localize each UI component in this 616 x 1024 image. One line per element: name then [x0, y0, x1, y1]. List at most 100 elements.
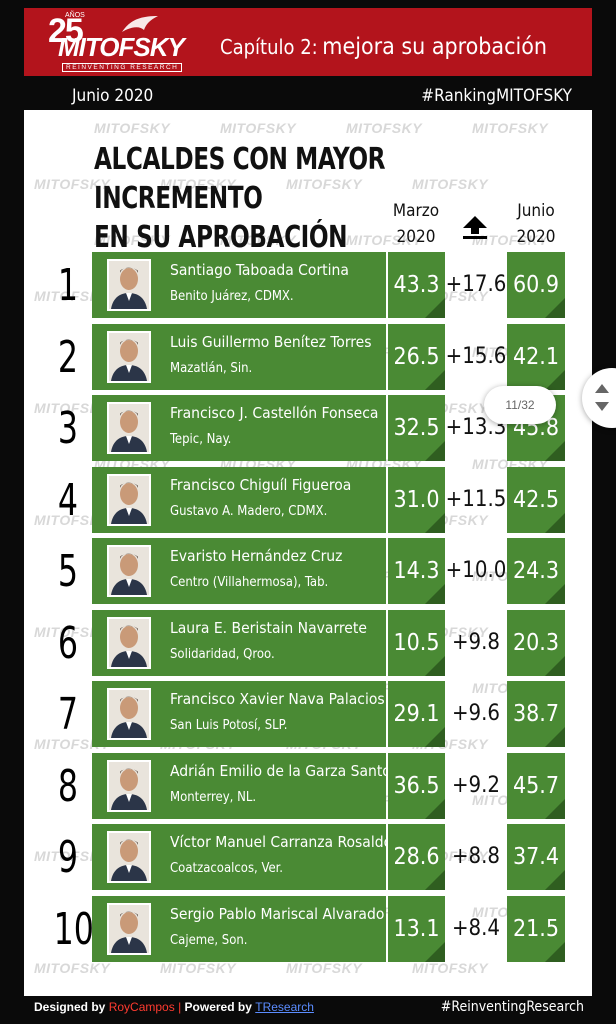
corner-fold [545, 369, 565, 390]
marzo-value: 29.1 [393, 701, 440, 727]
marzo-value: 13.1 [393, 915, 440, 942]
table-row: 1 Santiago Taboada Cortina Benito Juárez, … [24, 252, 592, 318]
watermark: MITOFSKY [94, 120, 171, 136]
person-icon [109, 618, 149, 667]
corner-fold [425, 727, 445, 747]
junio-value-cell: 38.7 [507, 681, 565, 747]
name-cell: Sergio Pablo Mariscal Alvarado Cajeme, So… [92, 895, 386, 962]
junio-value-cell: 20.3 [507, 609, 565, 676]
rank-number: 3 [57, 403, 79, 454]
change-value: +9.8 [451, 629, 501, 655]
municipality: Mazatlán, Sin. [170, 360, 253, 376]
ranking-panel: MITOFSKY MITOFSKY MITOFSKY MITOFSKY MITOFSKY… [24, 110, 592, 996]
person-icon [109, 261, 149, 309]
official-name: Francisco J. Castellón Fonseca [170, 404, 379, 422]
rank-number: 6 [57, 617, 79, 669]
name-cell: Francisco Chiguíl Figueroa Gustavo A. Mad… [92, 466, 386, 533]
watermark: MITOFSKY [220, 120, 297, 136]
table-row: 2 Luis Guillermo Benítez Torres Mazatlán, … [24, 323, 592, 390]
rank-number: 1 [57, 260, 79, 311]
designer-name: RoyCampos [108, 1000, 175, 1014]
table-row: 3 Francisco J. Castellón Fonseca Tepic, Na… [24, 395, 592, 461]
change-value: +10.0 [445, 558, 507, 583]
designed-by-label: Designed by [34, 1000, 106, 1014]
scroll-down-icon[interactable] [595, 402, 609, 411]
person-icon [109, 547, 149, 595]
marzo-value-cell: 10.5 [388, 609, 445, 676]
corner-fold [425, 655, 445, 676]
municipality: Benito Juárez, CDMX. [170, 289, 294, 304]
change-value: +8.4 [451, 915, 501, 941]
portrait-photo [107, 330, 151, 383]
watermark: MITOFSKY [34, 176, 111, 192]
watermark: MITOFSKY [34, 736, 111, 752]
municipality: Solidaridad, Qroo. [170, 646, 275, 662]
person-icon [109, 690, 149, 738]
corner-fold [425, 798, 445, 819]
junio-value: 42.5 [512, 486, 560, 513]
change-value: +11.5 [445, 486, 507, 512]
change-value: +17.6 [445, 272, 507, 297]
junio-value-cell: 45.7 [507, 752, 565, 819]
powered-by-link[interactable]: TResearch [255, 1000, 314, 1014]
junio-value: 45.7 [512, 772, 560, 799]
corner-fold [545, 727, 565, 747]
watermark: MITOFSKY [34, 848, 111, 864]
chapter-title: mejora su aprobación [322, 34, 548, 60]
portrait-photo [107, 473, 151, 526]
logo-name: MITOFSKY [58, 32, 185, 62]
logo-tagline: REINVENTING RESEARCH [62, 63, 183, 72]
person-icon [109, 904, 149, 953]
chapter-label: Capítulo 2: [220, 35, 318, 59]
junio-value: 37.4 [512, 844, 560, 870]
table-row: 4 Francisco Chiguíl Figueroa Gustavo A. Ma… [24, 466, 592, 533]
junio-value-cell: 42.1 [507, 323, 565, 390]
page-indicator: 11/32 [484, 386, 556, 424]
table-row: 6 Laura E. Beristain Navarrete Solidaridad… [24, 609, 592, 676]
municipality: Tepic, Nay. [170, 432, 232, 447]
rank-number: 2 [57, 331, 79, 383]
person-icon [109, 833, 149, 881]
junio-value: 24.3 [512, 558, 560, 584]
logo-anos: AÑOS [65, 12, 85, 19]
portrait-photo [107, 759, 151, 812]
marzo-value-cell: 31.0 [388, 466, 445, 533]
scroll-up-icon[interactable] [595, 384, 609, 393]
watermark: MITOFSKY [160, 960, 237, 976]
rank-number: 8 [57, 760, 79, 812]
rank-number: 10 [53, 903, 94, 955]
watermark: MITOFSKY [220, 232, 297, 248]
municipality: Coatzacoalcos, Ver. [170, 861, 283, 876]
marzo-value-cell: 14.3 [388, 538, 445, 604]
corner-fold [545, 870, 565, 890]
arrow-up-icon [463, 216, 487, 239]
watermark: MITOFSKY [34, 960, 111, 976]
corner-fold [425, 298, 445, 318]
corner-fold [545, 512, 565, 533]
official-name: Santiago Taboada Cortina [170, 261, 349, 279]
junio-value-cell: 21.5 [507, 895, 565, 962]
footer-credits: Designed by RoyCampos | Powered by TRese… [34, 1000, 314, 1014]
change-value: +9.2 [451, 772, 501, 798]
marzo-value-cell: 13.1 [388, 895, 445, 962]
column-header-marzo: Marzo 2020 [386, 198, 446, 250]
marzo-value-cell: 28.6 [388, 824, 445, 890]
official-name: Sergio Pablo Mariscal Alvarado [170, 904, 385, 923]
change-value: +15.6 [445, 343, 507, 369]
watermark: MITOFSKY [34, 624, 111, 640]
junio-value-cell: 60.9 [507, 252, 565, 318]
marzo-value: 31.0 [393, 486, 440, 513]
corner-fold [545, 584, 565, 604]
ranking-title: ALCALDES CON MAYOR INCREMENTO EN SU APRO… [94, 140, 541, 257]
watermark: MITOFSKY [472, 120, 549, 136]
junio-label: Junio [517, 201, 555, 221]
junio-value: 21.5 [512, 915, 560, 942]
watermark: MITOFSKY [34, 400, 111, 416]
junio-value-cell: 37.4 [507, 824, 565, 890]
report-date: Junio 2020 [72, 86, 154, 106]
watermark: MITOFSKY [346, 120, 423, 136]
official-name: Laura E. Beristain Navarrete [170, 618, 367, 637]
corner-fold [545, 941, 565, 962]
rank-number: 5 [57, 546, 79, 597]
junio-value-cell: 24.3 [507, 538, 565, 604]
